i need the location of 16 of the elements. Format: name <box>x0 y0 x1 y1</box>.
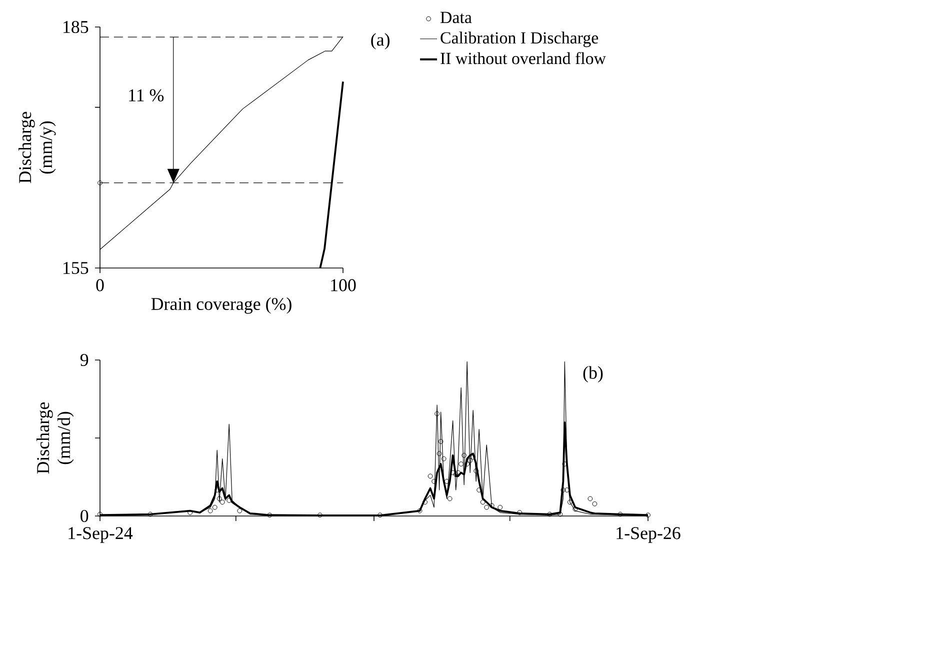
text: (a) <box>371 33 390 50</box>
x-tick-label: 100 <box>331 279 356 292</box>
y-tick-label: 0 <box>80 510 88 522</box>
y-axis-title: Discharge (mm/d) <box>36 402 74 474</box>
annotation: 11 % <box>129 89 164 102</box>
y-axis-title: Discharge (mm/y) <box>18 112 56 184</box>
legend-label: Data <box>440 12 472 24</box>
x-axis-title: Drain coverage (%) <box>151 297 292 314</box>
legend-label: Calibration I Discharge <box>440 32 598 48</box>
legend-label: II without overland flow <box>440 52 606 64</box>
x-tick-label: 1-Sep-24 <box>68 527 133 543</box>
annotation: (b) <box>583 366 603 382</box>
y-tick-label: 155 <box>64 262 88 274</box>
x-tick-label: 1-Sep-26 <box>616 527 680 543</box>
y-tick-label: 185 <box>64 20 88 34</box>
y-tick-label: 9 <box>80 354 88 366</box>
